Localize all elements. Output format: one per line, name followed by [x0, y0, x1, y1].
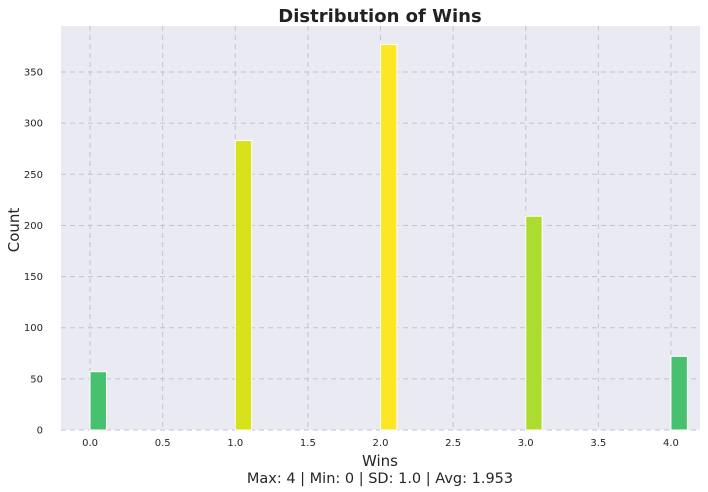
bars: [89, 43, 688, 431]
x-tick-label: 2.0: [373, 438, 389, 449]
x-tick-label: 1.0: [227, 438, 243, 449]
bar-wins-2: [380, 43, 398, 431]
x-tick-label: 3.0: [518, 438, 534, 449]
bar-wins-1: [234, 140, 253, 431]
bar-wins-3: [525, 215, 543, 431]
x-axis-label: Wins: [362, 452, 398, 470]
y-tick-label: 200: [24, 221, 43, 232]
y-tick-label: 150: [24, 272, 43, 283]
chart-title: Distribution of Wins: [278, 6, 481, 27]
y-axis-label: Count: [5, 208, 23, 253]
y-tick-label: 300: [24, 119, 43, 130]
bar-wins-0: [89, 371, 107, 431]
y-tick-label: 0: [37, 426, 43, 437]
y-tick-labels: 0 50 100 150 200 250 300 350: [24, 68, 43, 437]
x-tick-label: 2.5: [445, 438, 461, 449]
bar-wins-4: [670, 355, 688, 431]
y-tick-label: 50: [30, 374, 43, 385]
x-tick-labels: 0.0 0.5 1.0 1.5 2.0 2.5 3.0 3.5 4.0: [82, 438, 679, 449]
y-tick-label: 100: [24, 323, 43, 334]
x-tick-label: 1.5: [300, 438, 316, 449]
summary-stats: Max: 4 | Min: 0 | SD: 1.0 | Avg: 1.953: [247, 471, 513, 487]
x-tick-label: 3.5: [590, 438, 606, 449]
y-tick-label: 250: [24, 170, 43, 181]
x-tick-label: 0.5: [155, 438, 171, 449]
x-tick-label: 0.0: [82, 438, 98, 449]
x-tick-label: 4.0: [663, 438, 679, 449]
y-tick-label: 350: [24, 68, 43, 79]
